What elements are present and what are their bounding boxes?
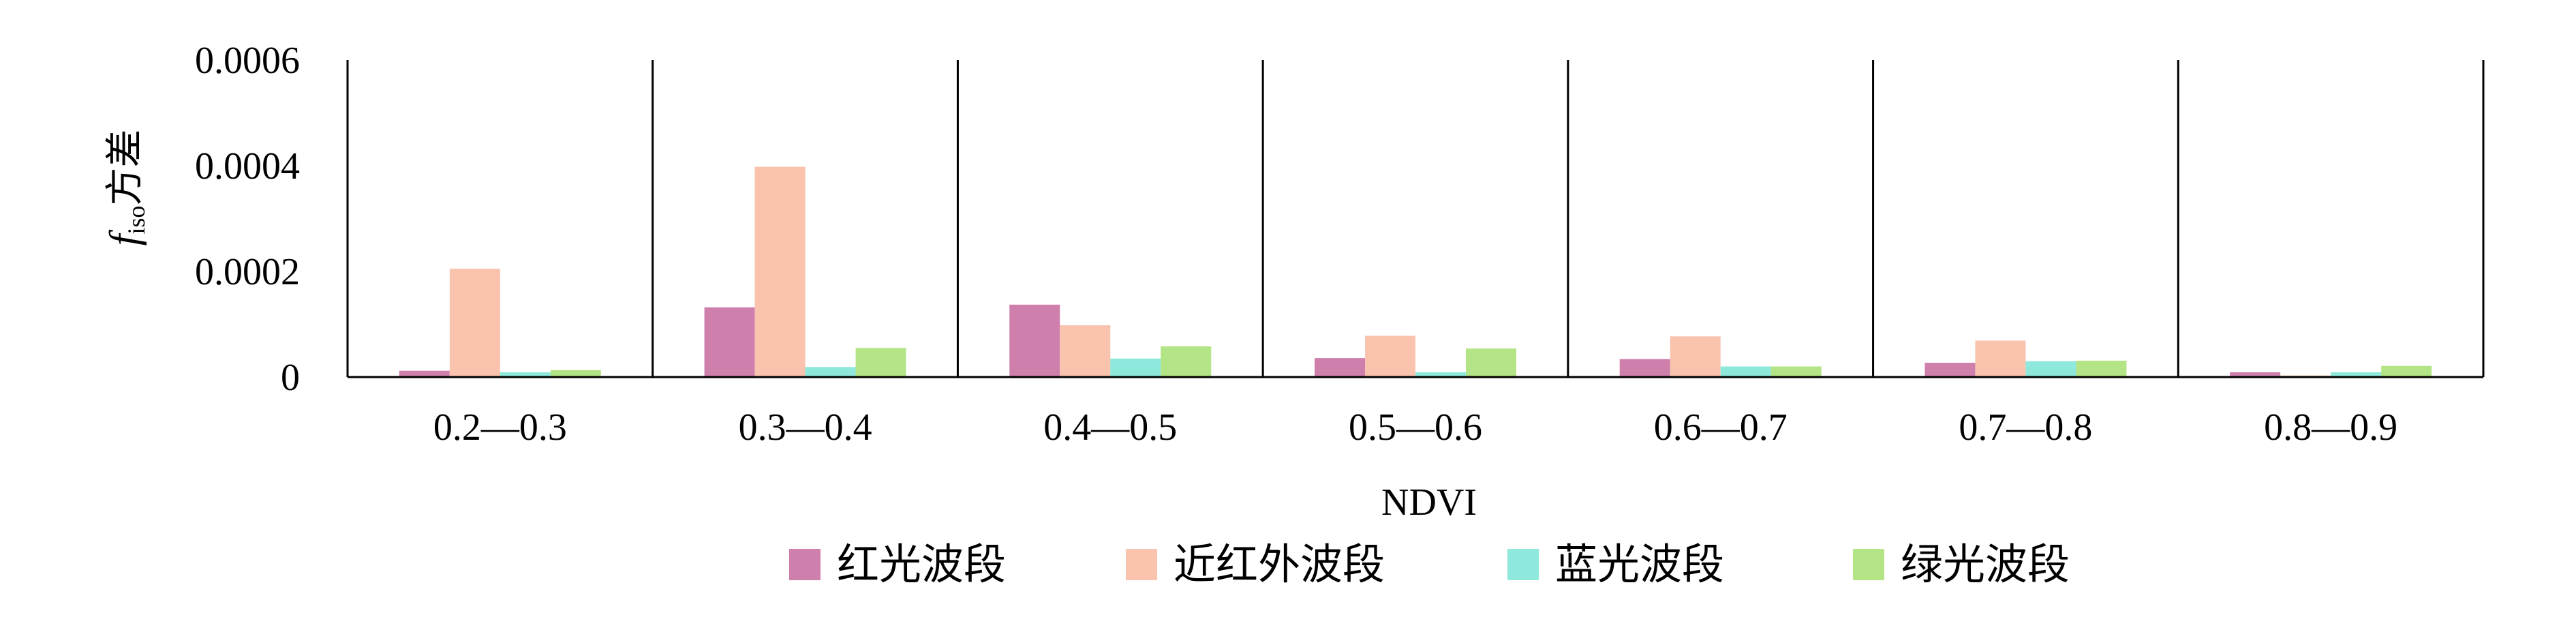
bar xyxy=(449,269,500,377)
y-tick-label: 0.0002 xyxy=(195,251,300,293)
bar xyxy=(1975,340,2026,377)
legend-item: 红光波段 xyxy=(789,542,1006,588)
category-separators xyxy=(346,60,2485,377)
bar xyxy=(1315,358,1365,377)
legend-item: 蓝光波段 xyxy=(1507,542,1724,588)
legend-item: 绿光波段 xyxy=(1853,542,2070,588)
bar xyxy=(1009,304,1060,377)
y-axis-ticks: 0 0.0002 0.0004 0.0006 xyxy=(195,40,300,399)
legend-label: 蓝光波段 xyxy=(1555,542,1724,588)
y-axis-title-subscript: iso xyxy=(123,206,150,235)
x-axis-categories: 0.2—0.3 0.3—0.4 0.4—0.5 0.5—0.6 0.6—0.7 0.7—0… xyxy=(433,406,2397,449)
bar xyxy=(500,372,551,377)
y-tick-label: 0.0006 xyxy=(195,40,300,82)
legend-item: 近红外波段 xyxy=(1126,542,1385,588)
legend-label: 红光波段 xyxy=(837,542,1006,588)
bar xyxy=(1670,336,1721,377)
legend-swatch xyxy=(789,549,821,580)
bar xyxy=(2331,372,2382,377)
bar xyxy=(2230,372,2281,377)
bar xyxy=(1415,372,1466,377)
legend-swatch xyxy=(1853,549,1884,580)
x-tick-label: 0.7—0.8 xyxy=(1959,406,2092,449)
legend-label: 绿光波段 xyxy=(1901,542,2070,588)
bars xyxy=(399,166,2432,378)
bar xyxy=(399,370,450,377)
bar xyxy=(754,166,806,378)
y-axis-title: fiso方差 xyxy=(102,130,150,246)
legend: 红光波段 近红外波段 蓝光波段 绿光波段 xyxy=(789,542,2070,588)
svg-text:fiso方差: fiso方差 xyxy=(102,130,150,246)
bar xyxy=(1925,363,1976,377)
bar xyxy=(2025,361,2076,377)
bar xyxy=(805,367,856,377)
legend-swatch xyxy=(1507,549,1539,580)
x-tick-label: 0.2—0.3 xyxy=(433,406,567,449)
x-axis-title: NDVI xyxy=(1381,481,1477,524)
bar xyxy=(1161,346,1212,377)
legend-label: 近红外波段 xyxy=(1174,542,1385,588)
x-tick-label: 0.5—0.6 xyxy=(1349,406,1482,449)
bar xyxy=(704,307,755,377)
bar xyxy=(1060,325,1111,377)
bar xyxy=(1466,348,1516,377)
bar xyxy=(550,370,601,377)
bar xyxy=(1770,366,1822,377)
y-axis-title-text: 方差 xyxy=(104,130,147,206)
bar xyxy=(1110,358,1161,377)
x-tick-label: 0.8—0.9 xyxy=(2264,406,2397,449)
bar xyxy=(1619,359,1670,377)
bar xyxy=(1720,366,1771,377)
x-tick-label: 0.3—0.4 xyxy=(739,406,872,449)
bar xyxy=(855,348,906,377)
y-tick-label: 0.0004 xyxy=(195,145,300,188)
bar xyxy=(2381,365,2432,377)
x-tick-label: 0.6—0.7 xyxy=(1654,406,1788,449)
y-tick-label: 0 xyxy=(281,357,300,399)
x-tick-label: 0.4—0.5 xyxy=(1043,406,1177,449)
legend-swatch xyxy=(1126,549,1157,580)
bar xyxy=(1365,335,1415,377)
bar xyxy=(2076,360,2127,377)
